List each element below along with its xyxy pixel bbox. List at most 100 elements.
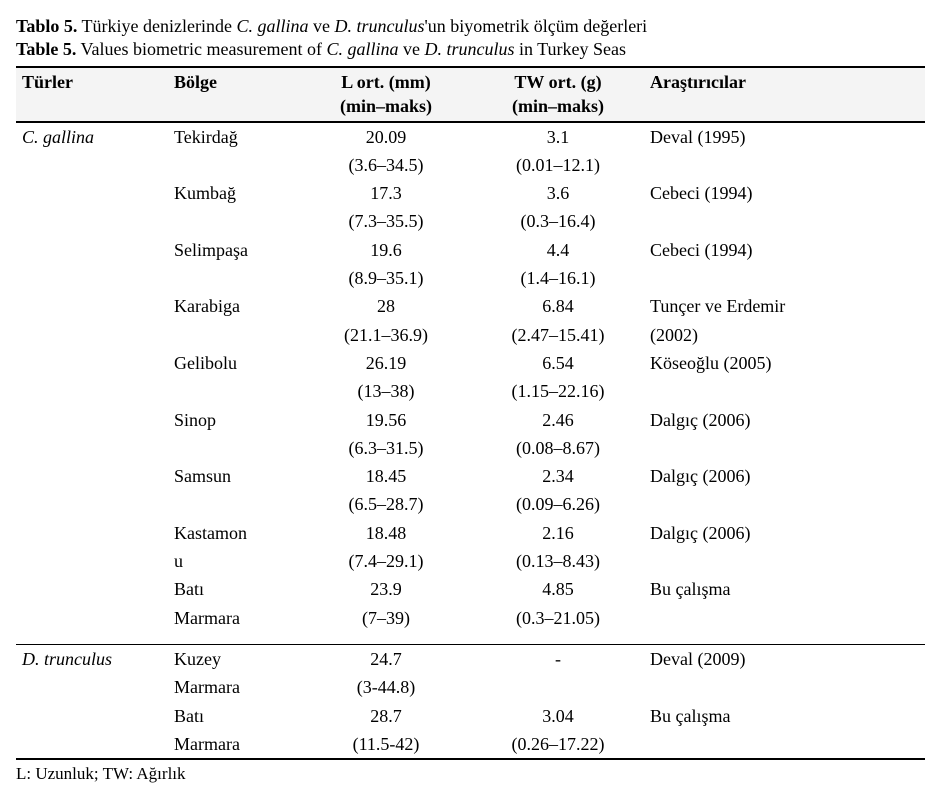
l-cell: 17.3 xyxy=(300,179,472,207)
tw-cell: (0.3–21.05) xyxy=(472,604,644,632)
l-cell: (7–39) xyxy=(300,604,472,632)
table-row: Samsun 18.45 2.34 Dalgıç (2006) xyxy=(16,462,925,490)
caption-turkish: Tablo 5. Türkiye denizlerinde C. gallina… xyxy=(16,16,925,37)
region-cell: Batı xyxy=(168,575,300,603)
tw-cell: 4.4 xyxy=(472,236,644,264)
l-cell: (11.5-42) xyxy=(300,730,472,759)
l-cell: 18.48 xyxy=(300,519,472,547)
species-cell: D. trunculus xyxy=(16,644,168,673)
header-length: L ort. (mm) (min–maks) xyxy=(300,67,472,122)
header-researchers: Araştırıcılar xyxy=(644,67,925,122)
table-row: Gelibolu 26.19 6.54 Köseoğlu (2005) xyxy=(16,349,925,377)
researcher-cell: Köseoğlu (2005) xyxy=(644,349,925,377)
region-cell: Karabiga xyxy=(168,292,300,320)
table-row: (3.6–34.5) (0.01–12.1) xyxy=(16,151,925,179)
table-spacer xyxy=(16,632,925,645)
caption-tr-p1: Türkiye denizlerinde xyxy=(77,16,236,36)
researcher-cell: Bu çalışma xyxy=(644,702,925,730)
header-weight: TW ort. (g) (min–maks) xyxy=(472,67,644,122)
researcher-cell: Deval (1995) xyxy=(644,122,925,151)
researcher-cell: (2002) xyxy=(644,321,925,349)
region-cell: Gelibolu xyxy=(168,349,300,377)
region-cell: Kastamon xyxy=(168,519,300,547)
header-length-line1: L ort. (mm) xyxy=(341,72,430,92)
l-cell: (3-44.8) xyxy=(300,673,472,701)
caption-tr-sp1: C. gallina xyxy=(236,16,308,36)
l-cell: (6.3–31.5) xyxy=(300,434,472,462)
table-row: (6.3–31.5) (0.08–8.67) xyxy=(16,434,925,462)
table-row: Kumbağ 17.3 3.6 Cebeci (1994) xyxy=(16,179,925,207)
header-region: Bölge xyxy=(168,67,300,122)
l-cell: 19.6 xyxy=(300,236,472,264)
table-row: (13–38) (1.15–22.16) xyxy=(16,377,925,405)
table-row: D. trunculus Kuzey 24.7 - Deval (2009) xyxy=(16,644,925,673)
caption-en-prefix: Table 5. xyxy=(16,39,76,59)
header-length-line2: (min–maks) xyxy=(340,96,432,116)
region-cell: Samsun xyxy=(168,462,300,490)
researcher-cell: Dalgıç (2006) xyxy=(644,406,925,434)
researcher-cell: Dalgıç (2006) xyxy=(644,519,925,547)
tw-cell: 4.85 xyxy=(472,575,644,603)
region-cell: Sinop xyxy=(168,406,300,434)
l-cell: (21.1–36.9) xyxy=(300,321,472,349)
region-cell: Marmara xyxy=(168,673,300,701)
tw-cell: 6.84 xyxy=(472,292,644,320)
researcher-cell: Cebeci (1994) xyxy=(644,179,925,207)
tw-cell: - xyxy=(472,644,644,673)
l-cell: (3.6–34.5) xyxy=(300,151,472,179)
l-cell: (13–38) xyxy=(300,377,472,405)
tw-cell: 2.16 xyxy=(472,519,644,547)
table-row: u (7.4–29.1) (0.13–8.43) xyxy=(16,547,925,575)
tw-cell: (0.01–12.1) xyxy=(472,151,644,179)
tw-cell: 2.46 xyxy=(472,406,644,434)
region-cell: Selimpaşa xyxy=(168,236,300,264)
table-row: C. gallina Tekirdağ 20.09 3.1 Deval (199… xyxy=(16,122,925,151)
table-row: (8.9–35.1) (1.4–16.1) xyxy=(16,264,925,292)
caption-tr-p2: ve xyxy=(309,16,335,36)
tw-cell: 2.34 xyxy=(472,462,644,490)
tw-cell: (2.47–15.41) xyxy=(472,321,644,349)
caption-tr-p3: 'un biyometrik ölçüm değerleri xyxy=(425,16,648,36)
table-row: (6.5–28.7) (0.09–6.26) xyxy=(16,490,925,518)
researcher-cell: Bu çalışma xyxy=(644,575,925,603)
caption-en-p1: Values biometric measurement of xyxy=(76,39,326,59)
region-cell: u xyxy=(168,547,300,575)
table-row: Sinop 19.56 2.46 Dalgıç (2006) xyxy=(16,406,925,434)
tw-cell: (0.09–6.26) xyxy=(472,490,644,518)
l-cell: 24.7 xyxy=(300,644,472,673)
tw-cell: 3.1 xyxy=(472,122,644,151)
l-cell: (6.5–28.7) xyxy=(300,490,472,518)
tw-cell: 6.54 xyxy=(472,349,644,377)
tw-cell: 3.04 xyxy=(472,702,644,730)
caption-tr-sp2: D. trunculus xyxy=(335,16,425,36)
table-row: (21.1–36.9) (2.47–15.41) (2002) xyxy=(16,321,925,349)
table-row: (7.3–35.5) (0.3–16.4) xyxy=(16,207,925,235)
table-row: Selimpaşa 19.6 4.4 Cebeci (1994) xyxy=(16,236,925,264)
l-cell: 23.9 xyxy=(300,575,472,603)
tw-cell: (0.3–16.4) xyxy=(472,207,644,235)
tw-cell: (0.13–8.43) xyxy=(472,547,644,575)
region-cell: Tekirdağ xyxy=(168,122,300,151)
table-row: Kastamon 18.48 2.16 Dalgıç (2006) xyxy=(16,519,925,547)
header-weight-line2: (min–maks) xyxy=(512,96,604,116)
caption-en-sp2: D. trunculus xyxy=(424,39,514,59)
l-cell: (7.3–35.5) xyxy=(300,207,472,235)
l-cell: 18.45 xyxy=(300,462,472,490)
region-cell: Batı xyxy=(168,702,300,730)
researcher-cell: Cebeci (1994) xyxy=(644,236,925,264)
region-cell: Kuzey xyxy=(168,644,300,673)
l-cell: 19.56 xyxy=(300,406,472,434)
region-cell: Marmara xyxy=(168,604,300,632)
species-cell: C. gallina xyxy=(16,122,168,151)
tw-cell: (0.26–17.22) xyxy=(472,730,644,759)
l-cell: 28 xyxy=(300,292,472,320)
l-cell: (8.9–35.1) xyxy=(300,264,472,292)
region-cell: Marmara xyxy=(168,730,300,759)
table-row: Batı 28.7 3.04 Bu çalışma xyxy=(16,702,925,730)
tw-cell: 3.6 xyxy=(472,179,644,207)
l-cell: 26.19 xyxy=(300,349,472,377)
researcher-cell: Deval (2009) xyxy=(644,644,925,673)
l-cell: (7.4–29.1) xyxy=(300,547,472,575)
tw-cell xyxy=(472,673,644,701)
tw-cell: (0.08–8.67) xyxy=(472,434,644,462)
